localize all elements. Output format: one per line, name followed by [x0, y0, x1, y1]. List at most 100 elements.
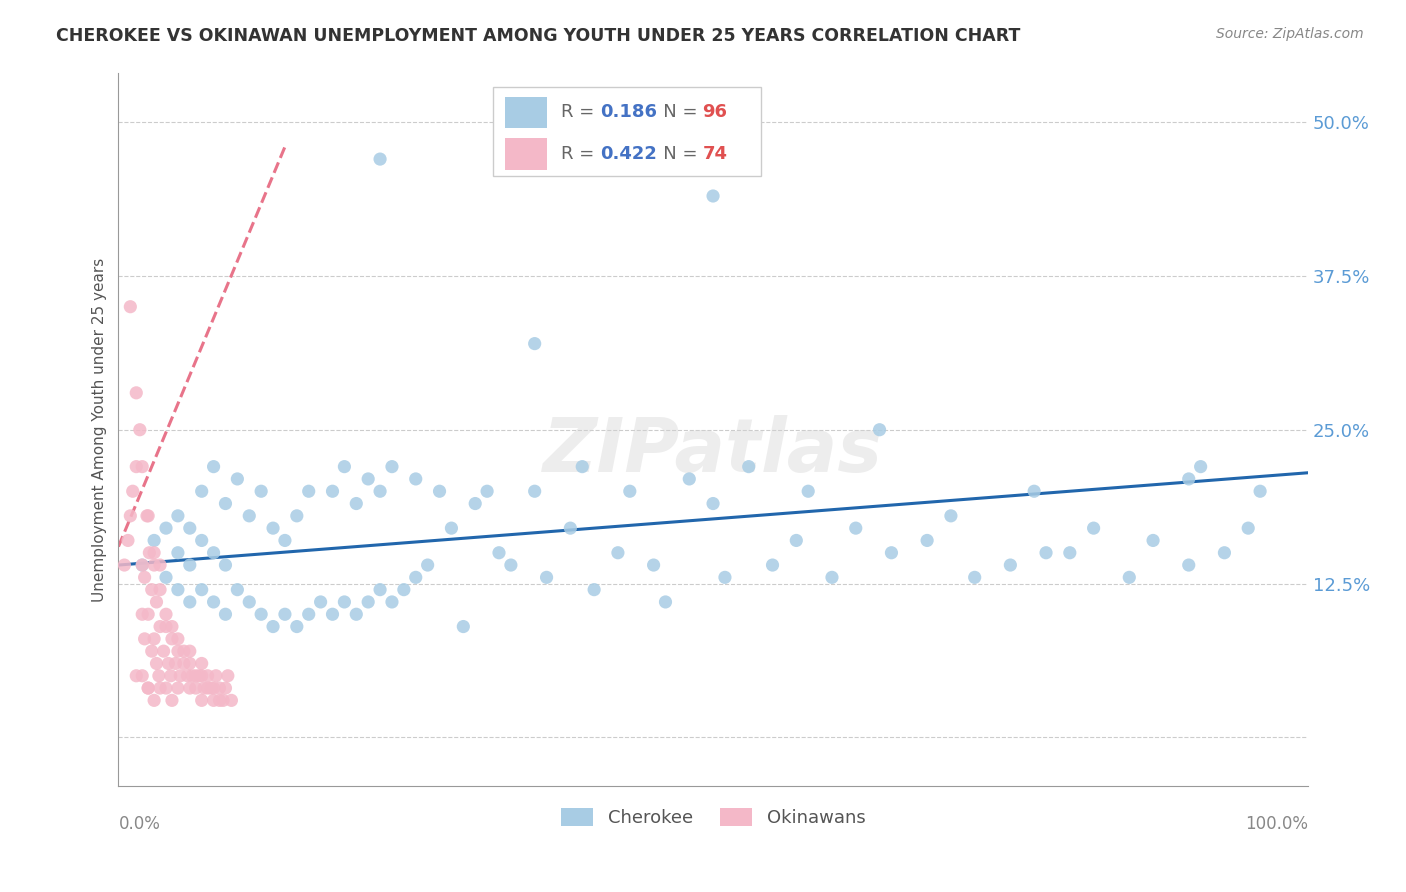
Point — [1000, 558, 1022, 572]
Point — [155, 681, 177, 695]
Point — [1083, 521, 1105, 535]
Point — [226, 582, 249, 597]
Point — [1059, 546, 1081, 560]
Point — [915, 533, 938, 548]
Point — [321, 607, 343, 622]
Point — [131, 459, 153, 474]
Point — [167, 546, 190, 560]
Point — [357, 595, 380, 609]
Point — [120, 508, 142, 523]
Point — [138, 546, 160, 560]
Point — [149, 619, 172, 633]
Point — [368, 582, 391, 597]
Point — [429, 484, 451, 499]
Point — [440, 521, 463, 535]
Point — [152, 644, 174, 658]
Point — [654, 595, 676, 609]
Point — [208, 681, 231, 695]
Point — [1024, 484, 1046, 499]
Point — [381, 595, 404, 609]
Point — [262, 521, 284, 535]
Point — [202, 546, 225, 560]
FancyBboxPatch shape — [505, 96, 547, 128]
Point — [125, 385, 148, 400]
Text: R =: R = — [561, 103, 600, 121]
Point — [606, 546, 628, 560]
Point — [499, 558, 522, 572]
Point — [785, 533, 807, 548]
Point — [321, 484, 343, 499]
Point — [619, 484, 641, 499]
Point — [405, 570, 427, 584]
Point — [167, 644, 190, 658]
Text: Source: ZipAtlas.com: Source: ZipAtlas.com — [1216, 27, 1364, 41]
Text: 0.0%: 0.0% — [118, 815, 160, 833]
FancyBboxPatch shape — [505, 138, 547, 169]
Point — [155, 607, 177, 622]
Text: 100.0%: 100.0% — [1244, 815, 1308, 833]
Point — [160, 693, 183, 707]
Point — [157, 657, 180, 671]
Point — [149, 558, 172, 572]
Point — [184, 669, 207, 683]
Point — [202, 681, 225, 695]
Point — [202, 459, 225, 474]
Text: 0.186: 0.186 — [600, 103, 657, 121]
Point — [1237, 521, 1260, 535]
Point — [167, 508, 190, 523]
Point — [136, 508, 159, 523]
Point — [869, 423, 891, 437]
Point — [298, 484, 321, 499]
Point — [155, 570, 177, 584]
Point — [202, 595, 225, 609]
Point — [309, 595, 332, 609]
Point — [167, 681, 190, 695]
Point — [143, 632, 166, 646]
Point — [523, 484, 546, 499]
Point — [131, 558, 153, 572]
Point — [188, 669, 211, 683]
Point — [488, 546, 510, 560]
Point — [179, 521, 201, 535]
Y-axis label: Unemployment Among Youth under 25 years: Unemployment Among Youth under 25 years — [93, 258, 107, 602]
Point — [143, 546, 166, 560]
Point — [136, 607, 159, 622]
Point — [190, 693, 212, 707]
Text: 96: 96 — [703, 103, 727, 121]
Point — [148, 669, 170, 683]
Point — [285, 508, 308, 523]
Point — [167, 632, 190, 646]
Point — [523, 336, 546, 351]
Point — [344, 607, 367, 622]
Point — [1177, 558, 1199, 572]
Point — [173, 644, 195, 658]
Point — [392, 582, 415, 597]
Point — [274, 533, 297, 548]
Point — [125, 459, 148, 474]
Point — [250, 607, 273, 622]
Point — [112, 558, 135, 572]
Point — [190, 484, 212, 499]
Point — [344, 497, 367, 511]
Point — [197, 669, 219, 683]
Point — [212, 693, 235, 707]
Point — [464, 497, 486, 511]
Point — [120, 300, 142, 314]
Text: CHEROKEE VS OKINAWAN UNEMPLOYMENT AMONG YOUTH UNDER 25 YEARS CORRELATION CHART: CHEROKEE VS OKINAWAN UNEMPLOYMENT AMONG … — [56, 27, 1021, 45]
Point — [197, 681, 219, 695]
Text: N =: N = — [647, 145, 704, 163]
Point — [571, 459, 593, 474]
Point — [939, 508, 962, 523]
Point — [136, 681, 159, 695]
Point — [179, 657, 201, 671]
Point — [200, 681, 222, 695]
Point — [797, 484, 820, 499]
Point — [134, 570, 156, 584]
Point — [143, 533, 166, 548]
Point — [274, 607, 297, 622]
Point — [145, 657, 167, 671]
Point — [179, 558, 201, 572]
Point — [1177, 472, 1199, 486]
Point — [141, 582, 163, 597]
Point — [190, 669, 212, 683]
